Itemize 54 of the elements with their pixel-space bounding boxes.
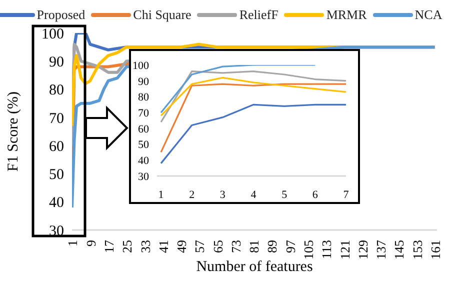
x-tick-label: 121 [337,240,352,260]
x-tick-label: 137 [374,240,389,260]
x-tick-label: 2 [189,188,195,201]
x-tick-label: 1 [65,240,80,246]
x-tick-label: 49 [174,240,190,253]
legend-label: Proposed [36,7,86,23]
x-tick-label: 161 [428,240,443,260]
y-tick-label: 60 [138,123,150,136]
y-tick-label: 90 [49,54,64,70]
x-tick-label: 5 [282,188,288,201]
y-tick-label: 60 [49,138,64,155]
x-axis-title: Number of features [196,259,313,275]
legend-label: Chi Square [133,7,192,23]
x-tick-label: 105 [301,240,316,260]
y-tick-label: 30 [138,170,150,183]
x-tick-label: 153 [410,240,425,260]
legend-label: MRMR [326,7,367,23]
x-tick-label: 89 [264,240,280,253]
y-tick-label: 90 [138,76,150,88]
x-tick-label: 7 [343,188,350,201]
y-tick-label: 100 [42,26,64,42]
x-tick-label: 129 [355,240,370,260]
y-tick-label: 40 [49,195,64,212]
x-tick-label: 25 [120,240,135,253]
x-tick-label: 65 [210,240,226,253]
line-series [160,104,347,164]
x-tick-label: 73 [228,240,244,253]
x-tick-label: 81 [246,240,262,253]
y-tick-label: 50 [49,167,64,184]
y-tick-label: 40 [138,155,150,168]
y-tick-label: 70 [49,110,64,127]
x-tick-label: 3 [220,188,226,201]
x-tick-label: 97 [282,240,298,253]
x-tick-label: 57 [192,240,208,253]
x-tick-label: 145 [392,240,407,260]
x-tick-label: 41 [156,240,171,253]
y-tick-label: 70 [138,107,150,120]
legend-label: NCA [414,7,442,23]
line-series [160,70,347,123]
x-tick-label: 4 [250,188,257,201]
legend-label: ReliefF [239,7,278,23]
x-tick-label: 6 [312,188,318,201]
y-tick-label: 50 [138,139,150,152]
x-tick-label: 9 [83,240,98,246]
y-tick-label: 80 [138,92,150,104]
line-series [160,65,316,114]
line-series [160,76,347,117]
y-tick-label: 100 [132,60,150,72]
x-tick-label: 113 [319,240,334,260]
y-tick-label: 80 [49,82,64,99]
y-axis-title: F1 Score (%) [5,92,22,172]
x-tick-label: 17 [102,240,117,253]
x-tick-label: 1 [158,188,164,201]
x-tick-label: 33 [138,240,153,253]
